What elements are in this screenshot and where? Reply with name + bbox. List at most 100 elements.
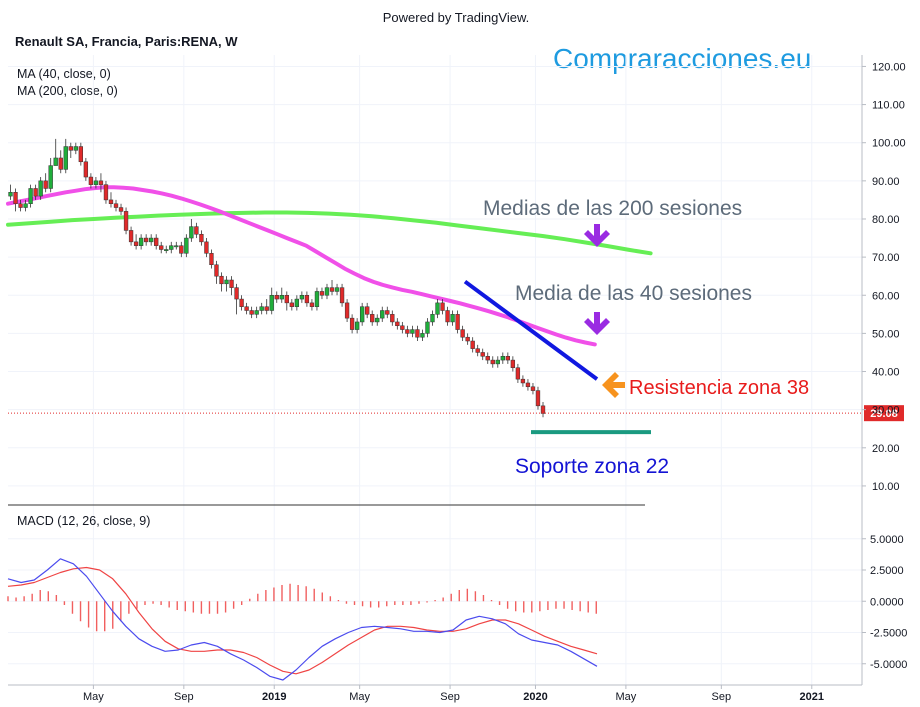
candle-bear (249, 310, 254, 315)
ma200-layer (6, 210, 653, 256)
time-tick-label: May (349, 691, 370, 703)
candle-bear (284, 295, 289, 304)
candle-bear (530, 386, 536, 391)
macd-tick-label: 5.0000 (870, 534, 904, 546)
ma200-note: Medias de las 200 sesiones (483, 197, 742, 220)
candle-bear (199, 233, 204, 243)
candle-bull (254, 310, 259, 315)
candle-bull (450, 314, 455, 323)
candle-bull (48, 165, 53, 189)
candle-bear (43, 180, 48, 189)
candle-bull (38, 180, 43, 197)
candle-bull (435, 302, 440, 315)
candle-bear (535, 390, 541, 407)
macd-axis: 5.0000 2.5000 0.0000 -2.5000 -5.0000 (862, 534, 907, 671)
candle-bear (219, 275, 224, 285)
grid (8, 55, 862, 685)
candles (8, 138, 546, 418)
candle-bear (405, 329, 410, 334)
candle-bear (118, 207, 124, 212)
candle-bear (390, 314, 395, 323)
candle-bear (244, 306, 249, 311)
candle-bear (520, 378, 526, 384)
last-price-label: 29.08 (870, 408, 898, 420)
price-tick-label: 30.00 (872, 405, 900, 417)
candle-bear (209, 253, 214, 265)
price-tick-label: 40.00 (872, 367, 900, 379)
resistance-note: Resistencia zona 38 (629, 377, 809, 399)
candle-bull (420, 333, 425, 338)
candle-bull (425, 321, 430, 334)
price-tick-label: 20.00 (872, 443, 900, 455)
price-axis: 120.00 110.00 100.00 90.00 80.00 70.00 60.00 50… (862, 61, 906, 493)
candle-bull (174, 245, 179, 248)
candle-bull (334, 287, 340, 292)
candle-bull (430, 314, 435, 323)
candle-bear (289, 302, 294, 307)
time-tick-label: May (616, 691, 637, 703)
candle-bear (455, 314, 460, 330)
candle-bull (279, 295, 284, 300)
ma40-note: Media de las 40 sesiones (515, 282, 752, 305)
macd-tick-label: -5.0000 (870, 659, 907, 671)
price-tick-label: 60.00 (872, 290, 900, 302)
macd-tick-label: -2.5000 (870, 628, 907, 640)
resistance-trendline (463, 279, 599, 381)
candle-bull (259, 306, 264, 311)
macd-tick-label: 2.5000 (870, 565, 904, 577)
candle-bear (319, 291, 325, 296)
time-axis: May Sep 2019 May Sep 2020 May Sep 2021 (83, 685, 824, 703)
signal-line (7, 566, 598, 675)
candle-bull (23, 203, 28, 208)
macd-lines (7, 558, 598, 681)
candle-bear (234, 287, 239, 300)
candle-bull (8, 192, 13, 197)
time-tick-label: 2020 (523, 691, 547, 703)
candle-bull (299, 295, 305, 300)
candle-bear (505, 356, 511, 361)
candle-bull (359, 306, 365, 323)
price-tick-label: 120.00 (872, 61, 906, 73)
candle-bear (540, 405, 546, 414)
candle-bear (18, 203, 23, 208)
candle-bear (179, 245, 184, 254)
candle-bear (33, 188, 38, 197)
candle-bull (138, 237, 144, 246)
candle-bull (294, 298, 300, 307)
candle-bull (224, 279, 229, 285)
candle-bear (465, 336, 470, 342)
candle-bear (229, 279, 234, 288)
macd-histogram (7, 583, 597, 632)
macd-line (7, 558, 598, 681)
watermark-text: Compraracciones.eu (553, 43, 811, 74)
candle-bull (500, 356, 505, 361)
candle-bull (314, 291, 320, 307)
candle-bull (324, 287, 330, 296)
candle-bear (113, 203, 119, 208)
time-tick-label: 2021 (800, 691, 824, 703)
time-tick-label: Sep (440, 691, 460, 703)
candle-bear (510, 359, 516, 368)
candle-bull (410, 329, 415, 334)
candle-bull (269, 295, 274, 311)
candle-bull (149, 237, 154, 243)
candle-bear (108, 199, 114, 204)
candle-bear (143, 237, 149, 243)
price-tick-label: 110.00 (872, 100, 905, 112)
candle-bear (365, 306, 370, 315)
candle-bear (88, 176, 94, 185)
candle-bull (184, 237, 189, 254)
ma200-legend: MA (200, close, 0) (17, 84, 118, 98)
overlays (463, 279, 651, 435)
price-tick-label: 50.00 (872, 328, 900, 340)
candle-bear (133, 241, 139, 246)
candle-bull (63, 146, 68, 170)
price-tick-label: 100.00 (872, 138, 906, 150)
candle-bear (83, 161, 89, 178)
candle-bear (274, 295, 279, 300)
candle-bear (13, 192, 18, 204)
candle-bull (53, 157, 58, 166)
candle-bull (495, 359, 500, 365)
macd-tick-label: 0.0000 (870, 596, 904, 608)
